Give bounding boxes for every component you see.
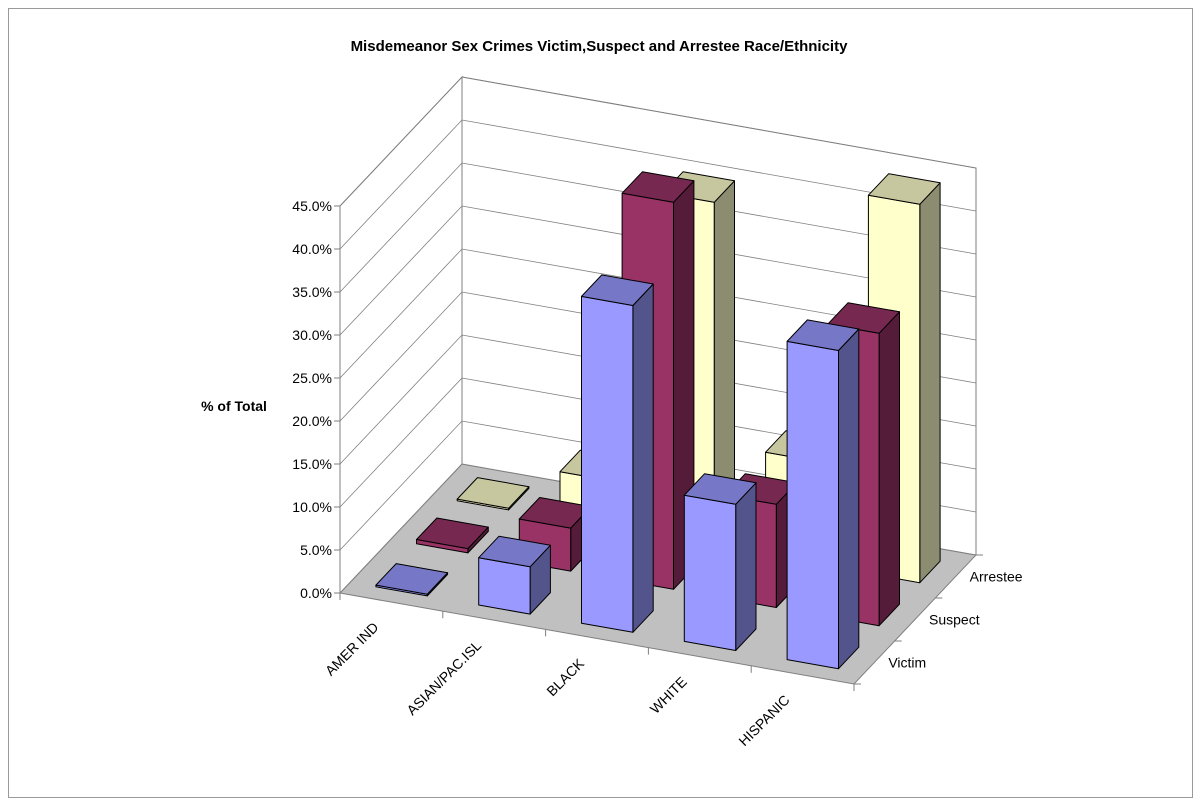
gridline <box>339 119 977 250</box>
bar <box>478 535 551 615</box>
bar <box>581 274 654 633</box>
bar <box>683 473 757 651</box>
chart-title: Misdemeanor Sex Crimes Victim,Suspect an… <box>351 38 849 55</box>
bar-top <box>867 173 941 205</box>
bar <box>456 477 530 511</box>
depth-tick-label: Victim <box>888 655 926 671</box>
bar-top <box>456 477 530 509</box>
y-tick-label: 30.0% <box>292 327 332 343</box>
bar-top <box>621 171 695 203</box>
gridline <box>339 76 977 207</box>
bar-top <box>375 563 449 595</box>
bar-top <box>478 535 551 568</box>
bar-top <box>581 274 654 306</box>
bar-side <box>632 283 654 633</box>
axes <box>334 205 983 691</box>
bar-side <box>878 311 900 627</box>
chart-frame: Misdemeanor Sex Crimes Victim,Suspect an… <box>8 8 1193 798</box>
bar-top <box>786 319 860 351</box>
bars <box>375 171 941 670</box>
depth-tick-labels: Victim Suspect Arrestee <box>888 569 1022 671</box>
x-tick-label: AMER IND <box>322 619 382 679</box>
bar <box>786 319 860 670</box>
y-tick-labels: 0.0% 5.0% 10.0% 15.0% 20.0% 25.0% 30.0% 35.0% 40… <box>292 198 332 601</box>
bar-top <box>827 302 900 334</box>
y-tick-label: 25.0% <box>292 370 332 386</box>
depth-tick-label: Arrestee <box>970 569 1023 585</box>
gridline <box>339 205 977 336</box>
y-tick-label: 45.0% <box>292 198 332 214</box>
y-tick-label: 20.0% <box>292 413 332 429</box>
bar-top <box>683 473 757 505</box>
bar-top <box>416 517 489 550</box>
y-tick-label: 35.0% <box>292 284 332 300</box>
gridline <box>339 248 977 379</box>
bar-front <box>786 340 839 670</box>
bar <box>375 563 449 597</box>
bar-side <box>919 182 941 584</box>
x-tick-label: HISPANIC <box>735 692 792 749</box>
bar-front <box>478 557 531 615</box>
bar-front <box>683 494 737 651</box>
x-tick-label: ASIAN/PAC.ISL <box>403 637 484 718</box>
y-tick-label: 15.0% <box>292 456 332 472</box>
bar-front <box>581 295 634 633</box>
bar-side <box>735 482 757 651</box>
chart-canvas: Misdemeanor Sex Crimes Victim,Suspect an… <box>201 38 1023 749</box>
bar <box>416 517 489 554</box>
y-tick-label: 0.0% <box>300 585 332 601</box>
y-tick-label: 40.0% <box>292 241 332 257</box>
x-tick-label: BLACK <box>543 655 587 699</box>
y-tick-label: 10.0% <box>292 499 332 515</box>
gridline <box>339 162 977 293</box>
depth-tick-label: Suspect <box>929 612 980 628</box>
y-tick-label: 5.0% <box>300 542 332 558</box>
bar-side <box>838 328 860 670</box>
y-axis-label: % of Total <box>201 398 267 414</box>
x-tick-label: WHITE <box>647 674 690 717</box>
